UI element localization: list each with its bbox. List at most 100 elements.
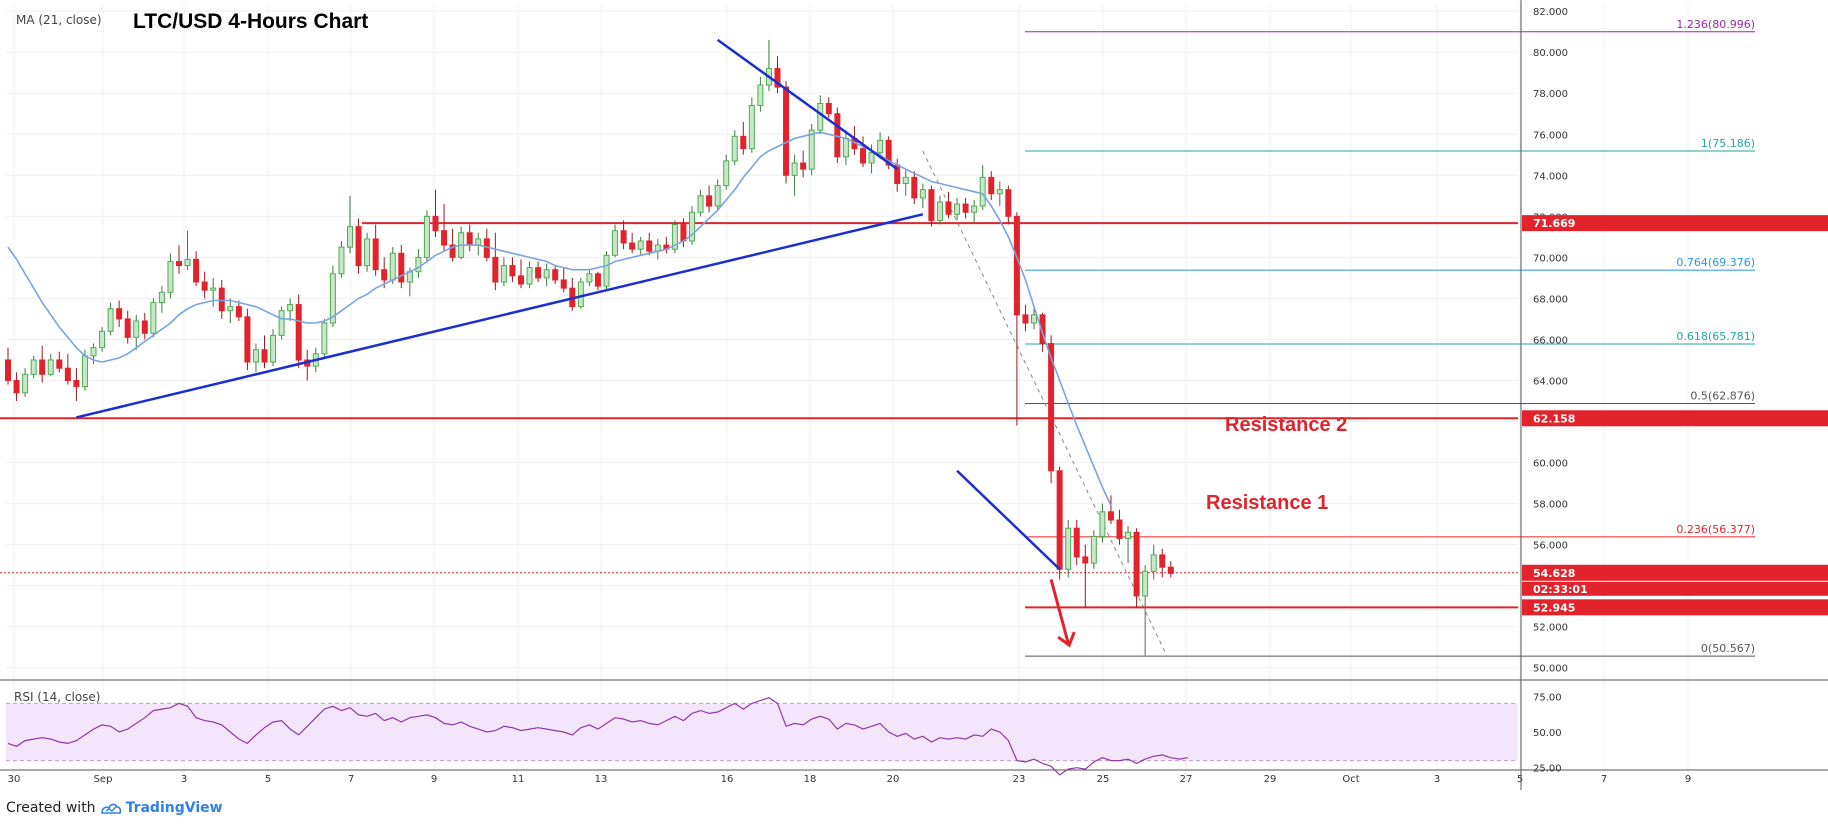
- ma-legend[interactable]: MA (21, close): [16, 13, 102, 27]
- candle-body: [825, 102, 832, 115]
- fib-level-label: 0.236(56.377): [1676, 523, 1755, 536]
- countdown-label: 02:33:01: [1533, 583, 1588, 596]
- candle-body: [629, 242, 636, 250]
- resistance-1-label: Resistance 1: [1206, 492, 1328, 514]
- time-tick-label: 7: [1601, 774, 1607, 785]
- candle-body: [270, 334, 277, 363]
- candle-body: [81, 355, 88, 388]
- candle-body: [526, 267, 533, 285]
- tradingview-brand[interactable]: TradingView: [125, 800, 223, 816]
- candle-body: [90, 347, 97, 357]
- candle-body: [1116, 519, 1123, 539]
- candle-body: [1022, 314, 1029, 324]
- price-tag-label: 71.669: [1533, 217, 1575, 230]
- footer: Created with TradingView: [6, 800, 223, 816]
- candle-body: [885, 139, 892, 166]
- candle-body: [64, 367, 71, 381]
- candle-body: [860, 148, 866, 164]
- candle-body: [509, 265, 516, 277]
- candle-body: [646, 240, 653, 252]
- candle-body: [936, 201, 943, 221]
- chart-title: LTC/USD 4-Hours Chart: [133, 10, 368, 33]
- candle-body: [167, 260, 174, 293]
- candle-body: [757, 84, 764, 107]
- price-tick-label: 52.000: [1533, 623, 1568, 634]
- fib-level-label: 0(50.567): [1701, 642, 1755, 655]
- price-tag: [1522, 599, 1828, 616]
- candle-body: [971, 205, 978, 213]
- price-tick-label: 80.000: [1533, 48, 1568, 59]
- candle-body: [877, 139, 884, 154]
- candle-body: [287, 304, 294, 312]
- price-tag: [1522, 564, 1828, 581]
- candle-body: [398, 252, 405, 283]
- candle-body: [842, 137, 849, 158]
- candle-body: [244, 316, 251, 363]
- candle-body: [449, 244, 456, 258]
- candle-body: [620, 230, 627, 244]
- time-tick-label: 5: [265, 774, 271, 785]
- candle-body: [1056, 470, 1063, 570]
- candle-body: [1133, 531, 1140, 597]
- candle-body: [868, 152, 875, 164]
- trendlines: [76, 38, 1076, 648]
- candle-body: [791, 162, 798, 176]
- candle-body: [492, 256, 499, 283]
- price-tags: 71.669 62.158 54.628 52.945 02:33:01: [1522, 215, 1828, 616]
- candle-body: [577, 281, 584, 308]
- candle-body: [22, 373, 29, 394]
- candle-body: [543, 269, 550, 279]
- candle-body: [1107, 511, 1114, 521]
- candle-body: [911, 176, 918, 199]
- candle-body: [423, 215, 430, 258]
- resistance-2-label: Resistance 2: [1225, 414, 1347, 436]
- candle-body: [560, 279, 567, 289]
- rsi-legend[interactable]: RSI (14, close): [14, 690, 100, 704]
- price-tick-label: 76.000: [1533, 130, 1568, 141]
- candle-body: [800, 162, 807, 170]
- candle-body: [671, 224, 678, 250]
- price-tick-label: 78.000: [1533, 89, 1568, 100]
- rsi-tick-label: 75.00: [1533, 692, 1562, 703]
- tradingview-logo-icon: [100, 803, 121, 814]
- candle-body: [689, 211, 695, 242]
- candle-body: [99, 330, 106, 349]
- time-tick-label: 30: [8, 774, 21, 785]
- candle-body: [1065, 527, 1072, 570]
- candle-body: [295, 304, 302, 361]
- price-tick-label: 68.000: [1533, 294, 1568, 305]
- time-tick-label: 9: [1685, 774, 1691, 785]
- fib-level-label: 0.764(69.376): [1676, 256, 1755, 269]
- candle-body: [372, 238, 379, 271]
- candle-body: [441, 230, 448, 246]
- time-tick-label: 7: [348, 774, 354, 785]
- time-tick-label: 27: [1180, 774, 1193, 785]
- fib-level-label: 1(75.186): [1701, 137, 1755, 150]
- candle-body: [1005, 189, 1012, 217]
- candle-body: [415, 256, 422, 273]
- candle-body: [723, 160, 730, 187]
- candle-body: [919, 189, 926, 199]
- rsi-pane: [6, 697, 1518, 776]
- candle-body: [1159, 554, 1166, 568]
- candle-body: [73, 379, 80, 388]
- candle-body: [227, 306, 234, 312]
- candle-body: [535, 267, 542, 279]
- ascending-trendline: [76, 213, 924, 419]
- candle-body: [30, 359, 37, 375]
- price-tag-label: 62.158: [1533, 412, 1575, 425]
- candle-body: [466, 232, 473, 246]
- candle-body: [1099, 511, 1106, 537]
- candle-body: [107, 308, 114, 332]
- ma-21-line: [7, 131, 1112, 506]
- candle-body: [218, 287, 225, 312]
- candle-body: [210, 287, 217, 291]
- candle-body: [945, 201, 952, 215]
- time-tick-label: 13: [595, 774, 608, 785]
- candle-body: [988, 176, 995, 195]
- candle-body: [680, 224, 687, 242]
- candle-body: [1031, 314, 1037, 324]
- price-tick-label: 82.000: [1533, 7, 1568, 18]
- candle-body: [637, 240, 644, 250]
